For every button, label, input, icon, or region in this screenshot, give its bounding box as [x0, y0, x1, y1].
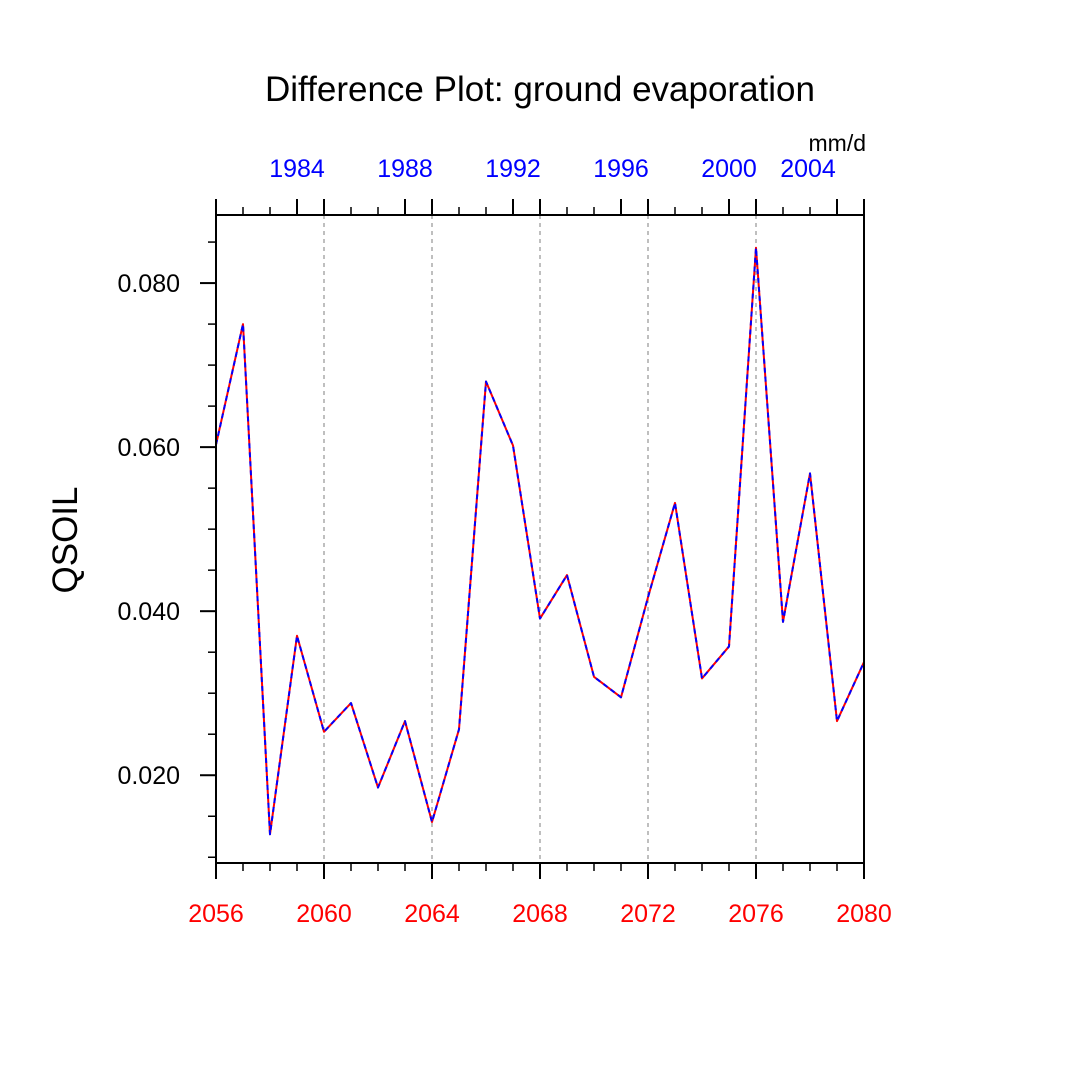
x-bottom-tick-label: 2056	[188, 900, 244, 928]
y-axis-label: QSOIL	[46, 487, 85, 594]
gridlines	[323, 215, 757, 863]
y-tick-label: 0.020	[117, 762, 180, 790]
chart-title: Difference Plot: ground evaporation	[265, 70, 815, 109]
x-bottom-tick-label: 2076	[728, 900, 784, 928]
x-top-tick-label: 1984	[269, 155, 325, 183]
axis-ticks	[200, 199, 865, 879]
series-layer	[215, 246, 865, 836]
x-bottom-tick-label: 2072	[620, 900, 676, 928]
x-bottom-tick-label: 2064	[404, 900, 460, 928]
x-top-tick-label: 1992	[485, 155, 541, 183]
x-top-tick-label: 1996	[593, 155, 649, 183]
axis-tick-labels: 2056 2060 2064 2068 2072 2076 2080 1984 1988 1992…	[117, 155, 891, 928]
x-bottom-tick-label: 2080	[836, 900, 892, 928]
x-top-tick-label: 1988	[377, 155, 433, 183]
x-bottom-tick-label: 2068	[512, 900, 568, 928]
x-bottom-tick-label: 2060	[296, 900, 352, 928]
y-tick-label: 0.040	[117, 598, 180, 626]
x-top-tick-label: 2000	[701, 155, 757, 183]
y-tick-label: 0.060	[117, 434, 180, 462]
x-top-tick-label: 2004	[780, 155, 836, 183]
units-label: mm/d	[809, 130, 867, 156]
y-tick-label: 0.080	[117, 270, 180, 298]
